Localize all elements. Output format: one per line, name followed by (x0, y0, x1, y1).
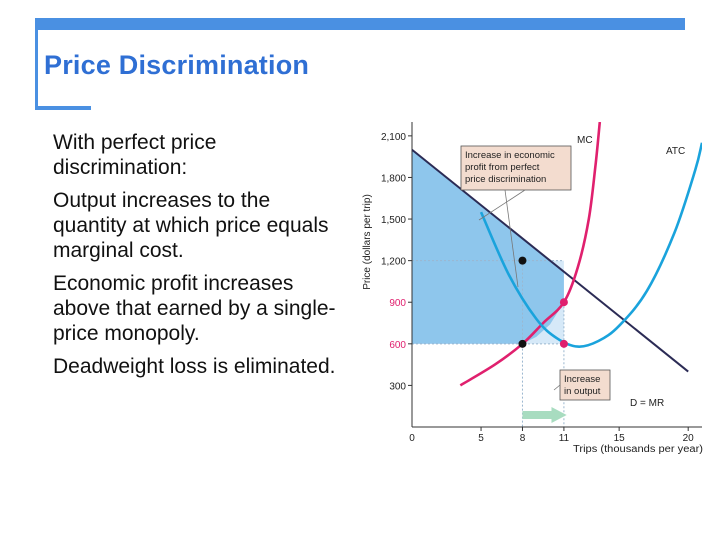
y-tick-label: 600 (389, 340, 406, 351)
y-axis-label: Price (dollars per trip) (362, 194, 373, 290)
header-left-rule (35, 30, 38, 108)
output-callout-box (559, 369, 611, 401)
x-tick-label: 8 (520, 433, 526, 444)
data-point (518, 339, 527, 348)
y-tick-label: 1,500 (381, 215, 406, 226)
y-tick-label: 900 (389, 298, 406, 309)
bullet-profit-increases: Economic profit increases above that ear… (53, 272, 336, 345)
profit-callout-text: profit from perfect (465, 162, 540, 173)
profit-callout-leader (478, 189, 526, 221)
output-increase-arrow (522, 407, 567, 423)
bullet-deadweight-loss: Deadweight loss is eliminated. (53, 355, 336, 378)
slide-title: Price Discrimination (44, 50, 310, 80)
output-callout-text: in output (564, 386, 601, 397)
x-tick-label: 20 (683, 433, 695, 444)
bullet-perfect-discrimination: With perfect price discrimination: (53, 131, 217, 179)
y-tick-label: 1,800 (381, 173, 406, 184)
profit-callout-box (460, 145, 572, 191)
chart-figure: 300 600 900 1,200 1,500 1,800 2,100 0 5 8 11 15 20 Tr… (355, 112, 705, 467)
bullet-list: With perfect price discrimination: Outpu… (53, 130, 343, 387)
profit-callout-leader (504, 189, 519, 288)
y-tick-label: 300 (389, 381, 406, 392)
y-tick-label: 1,200 (381, 257, 406, 268)
demand-curve (412, 148, 689, 373)
price-discrimination-chart: 300 600 900 1,200 1,500 1,800 2,100 0 5 8 11 15 20Tr… (362, 122, 703, 455)
header-bottom-rule (35, 106, 91, 110)
output-callout-leader (553, 384, 561, 391)
atc-curve (479, 142, 702, 348)
data-point (559, 298, 568, 307)
data-point (518, 256, 527, 265)
y-tick-label: 2,100 (381, 132, 406, 143)
mc-label: MC (577, 135, 593, 146)
atc-label: ATC (666, 146, 685, 157)
demand-label: D = MR (630, 398, 664, 409)
profit-callout-text: Increase in economic (465, 150, 555, 161)
bullet-output-increases: Output increases to the quantity at whic… (53, 189, 329, 262)
discrimination-profit-area (412, 149, 564, 344)
x-tick-label: 5 (478, 433, 484, 444)
header-accent-bar (35, 18, 685, 30)
x-tick-label: 11 (559, 433, 570, 444)
profit-callout-text: price discrimination (465, 174, 546, 185)
output-callout-text: Increase (564, 374, 600, 385)
x-axis-label: Trips (thousands per year) (573, 444, 703, 455)
data-point (559, 339, 568, 348)
x-tick-label: 0 (409, 433, 415, 444)
x-tick-label: 15 (614, 433, 626, 444)
